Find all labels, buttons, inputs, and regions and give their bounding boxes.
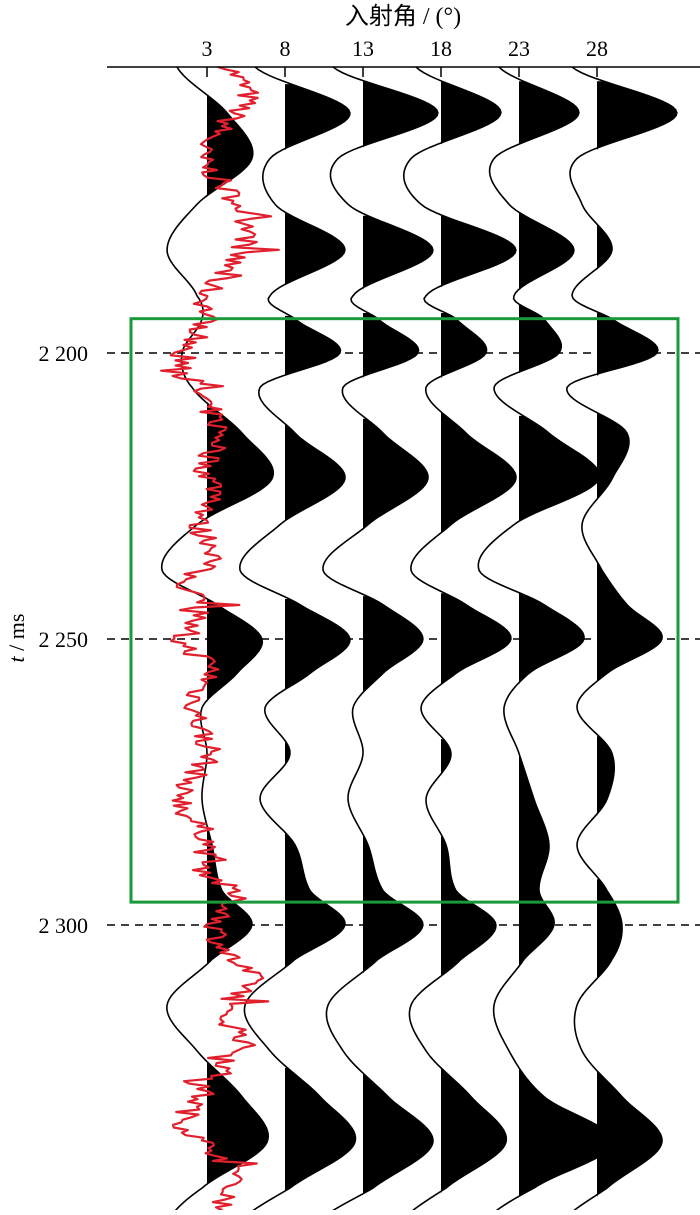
y-tick-label: 2 200: [39, 341, 89, 366]
y-tick-layer: 2 200 2 250 2 300: [39, 341, 89, 938]
y-axis-title-symbol: t: [4, 655, 29, 662]
trace-lines-layer: [160, 66, 678, 1215]
x-tick-layer: 3 8 13 18 23 28: [202, 36, 608, 77]
x-tick-label: 3: [202, 36, 213, 61]
x-tick-label: 28: [586, 36, 608, 61]
trace-fill-13: [363, 81, 438, 1194]
y-tick-label: 2 300: [39, 913, 89, 938]
y-tick-label: 2 250: [39, 627, 89, 652]
trace-line-8: [238, 66, 357, 1215]
trace-fill-23: [519, 81, 614, 1197]
x-tick-label: 18: [430, 36, 452, 61]
y-axis-title-unit: / ms: [4, 614, 29, 657]
trace-line-13: [322, 66, 439, 1215]
log-curve-layer: [160, 65, 280, 1215]
x-axis-title: 入射角 / (°): [345, 3, 461, 30]
log-curve-line: [160, 65, 280, 1215]
x-tick-label: 23: [508, 36, 530, 61]
highlight-box: [129, 317, 680, 904]
y-axis-title: t / ms: [4, 614, 29, 663]
trace-line-3: [160, 66, 275, 1215]
trace-line-18: [402, 66, 517, 1215]
x-tick-label: 13: [352, 36, 374, 61]
trace-fill-18: [441, 81, 516, 1194]
x-tick-label: 8: [280, 36, 291, 61]
trace-fill-28: [597, 81, 677, 1197]
trace-line-28: [566, 66, 678, 1215]
trace-line-23: [477, 66, 615, 1215]
